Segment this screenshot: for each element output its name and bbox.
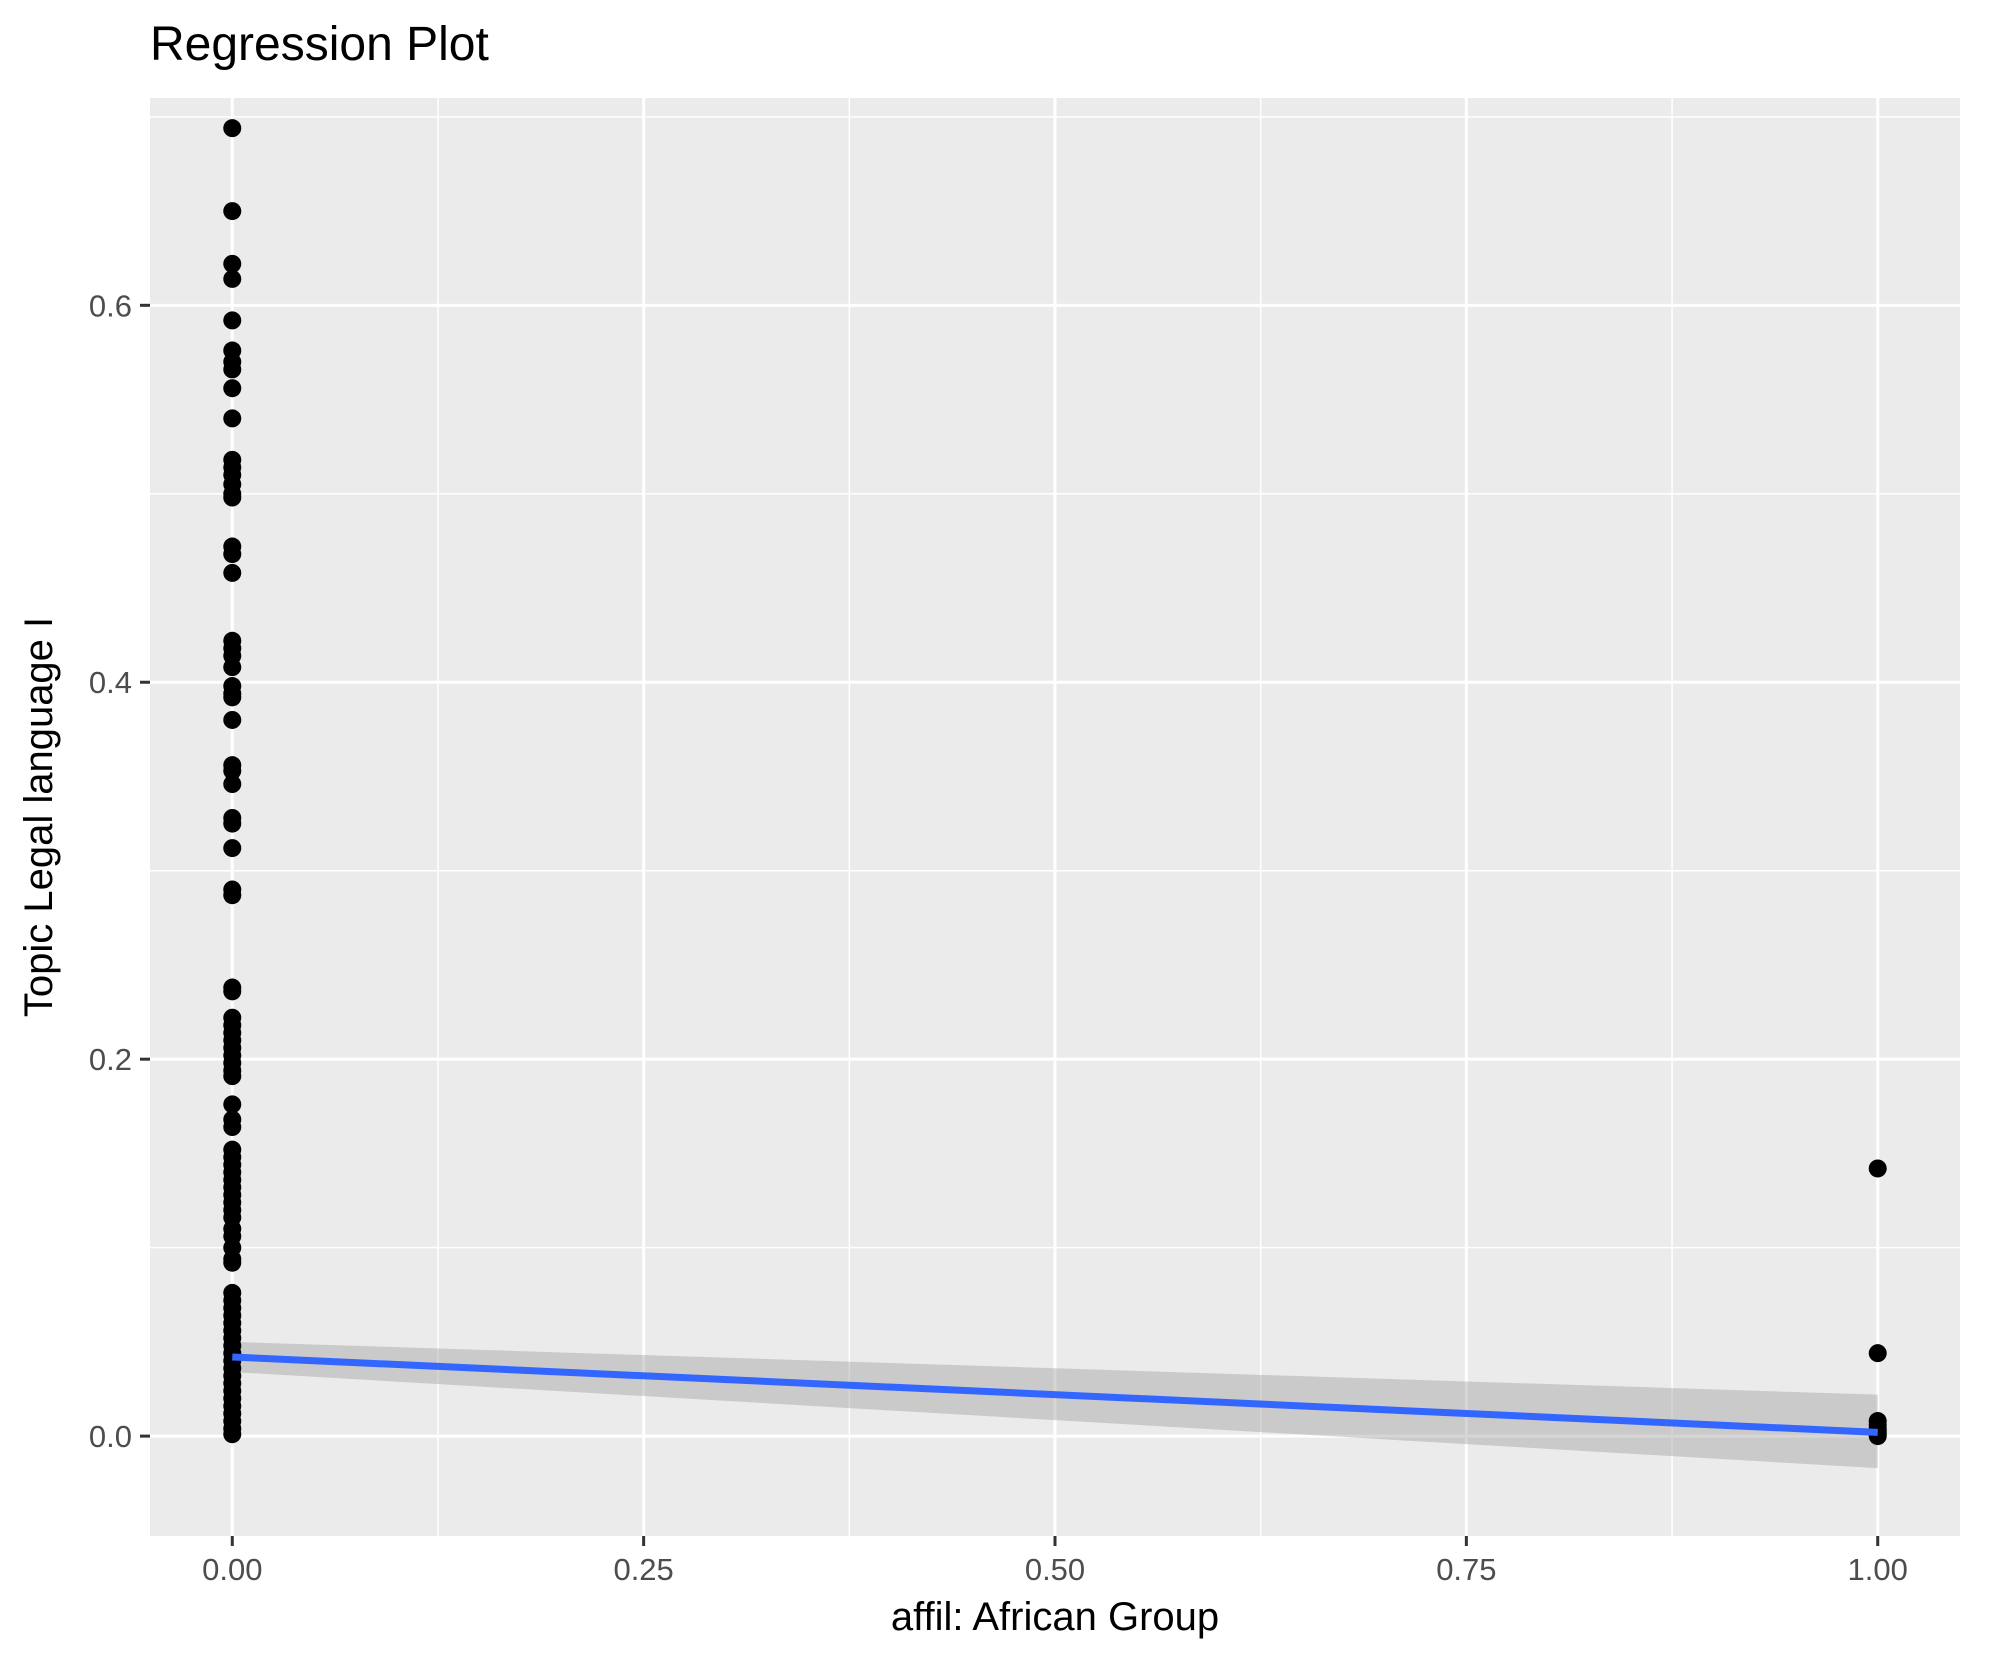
x-tick-label: 0.00 [202, 1552, 262, 1587]
data-point [223, 761, 242, 780]
data-point [223, 775, 242, 794]
data-point [223, 409, 242, 428]
data-point [223, 1067, 242, 1086]
data-point [1868, 1344, 1887, 1363]
y-tick-label: 0.4 [89, 665, 132, 700]
data-point [223, 839, 242, 858]
data-point [223, 814, 242, 833]
data-point [223, 545, 242, 564]
data-point [223, 1425, 242, 1444]
data-point [223, 1253, 242, 1272]
grid-lines [150, 98, 1960, 1536]
x-axis-title: affil: African Group [891, 1595, 1219, 1639]
y-tick-label: 0.0 [89, 1419, 132, 1454]
data-point [223, 658, 242, 677]
data-point [223, 563, 242, 582]
data-point [223, 886, 242, 905]
data-point [223, 710, 242, 729]
axes: 0.00 0.25 0.50 0.75 1.00 0.0 0.2 0.4 0.6 [89, 288, 1908, 1587]
data-point [223, 311, 242, 330]
fit-line-group [232, 1353, 1878, 1436]
x-tick-label: 0.50 [1025, 1552, 1085, 1587]
data-point [223, 1095, 242, 1114]
data-point [223, 379, 242, 398]
data-point [223, 254, 242, 273]
data-point [223, 269, 242, 288]
x-tick-label: 0.25 [613, 1552, 673, 1587]
data-point [223, 688, 242, 707]
data-points [223, 119, 1887, 1446]
regression-line [232, 1353, 1878, 1436]
x-tick-label: 1.00 [1848, 1552, 1908, 1587]
data-point [223, 360, 242, 379]
data-point [223, 1118, 242, 1137]
y-tick-label: 0.6 [89, 288, 132, 323]
data-point [223, 488, 242, 507]
data-point [223, 982, 242, 1001]
y-axis-title: Topic Legal language I [17, 617, 61, 1017]
y-tick-label: 0.2 [89, 1042, 132, 1077]
x-tick-label: 0.75 [1436, 1552, 1496, 1587]
data-point [223, 119, 242, 138]
data-point [1868, 1159, 1887, 1178]
chart-title: Regression Plot [150, 18, 489, 71]
data-point [223, 202, 242, 221]
